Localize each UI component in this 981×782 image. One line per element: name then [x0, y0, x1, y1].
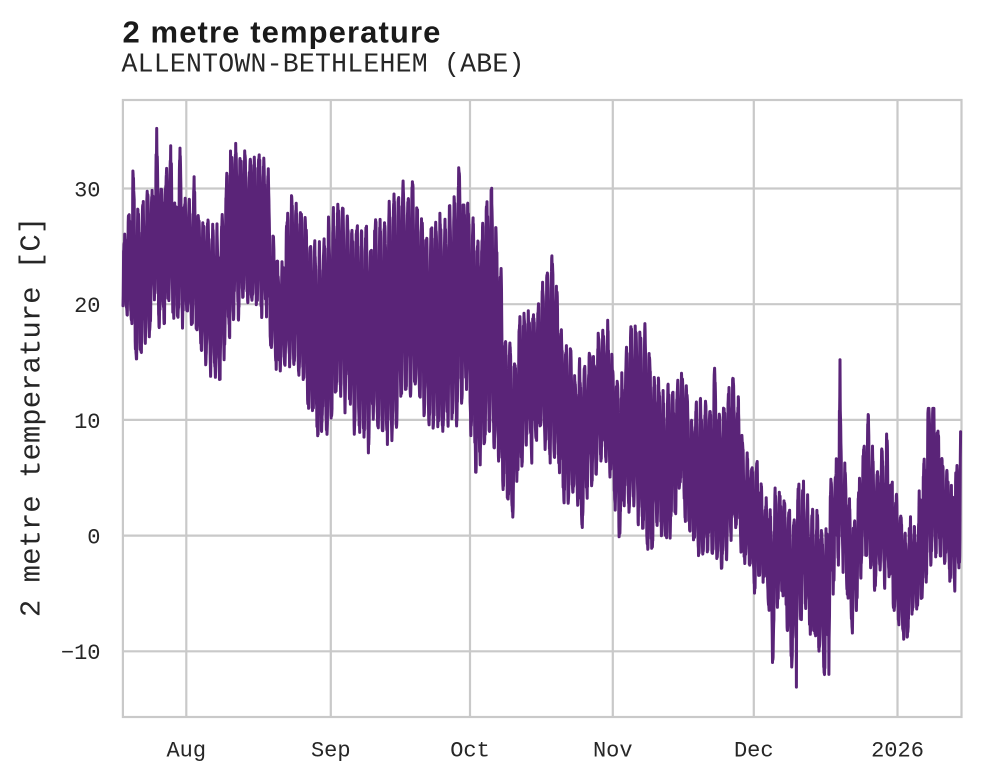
svg-text:−10: −10: [61, 641, 101, 666]
svg-text:Aug: Aug: [166, 739, 206, 764]
svg-text:Oct: Oct: [450, 739, 490, 764]
svg-text:30: 30: [74, 178, 100, 203]
svg-text:20: 20: [74, 294, 100, 319]
svg-text:Sep: Sep: [311, 739, 351, 764]
svg-text:0: 0: [87, 526, 100, 551]
svg-text:ALLENTOWN-BETHLEHEM (ABE): ALLENTOWN-BETHLEHEM (ABE): [122, 50, 525, 80]
svg-text:Nov: Nov: [593, 739, 633, 764]
svg-text:10: 10: [74, 410, 100, 435]
svg-text:Dec: Dec: [734, 739, 774, 764]
svg-text:2 metre temperature [C]: 2 metre temperature [C]: [16, 217, 49, 617]
svg-text:2026: 2026: [871, 739, 924, 764]
svg-text:2 metre temperature: 2 metre temperature: [123, 14, 442, 49]
